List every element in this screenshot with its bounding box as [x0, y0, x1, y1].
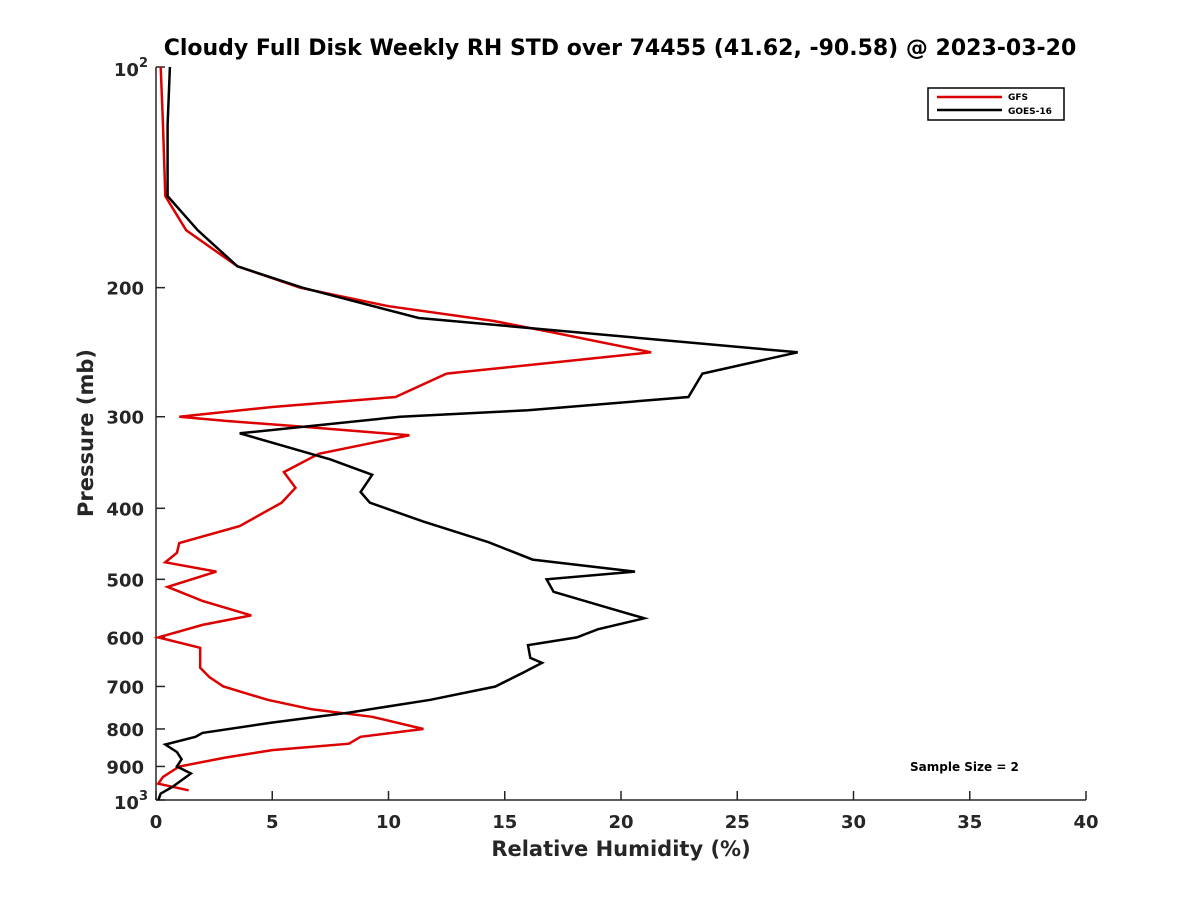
x-tick-label: 20 — [608, 812, 633, 833]
plot-area: 0 5 10 15 20 25 30 35 40 10220030040050060070080… — [106, 56, 1098, 833]
x-tick-label: 40 — [1073, 812, 1098, 833]
sample-size-note: Sample Size = 2 — [910, 760, 1019, 774]
legend-box — [927, 87, 1065, 121]
x-tick-label: 10 — [376, 812, 401, 833]
x-tick-label: 15 — [492, 812, 517, 833]
y-tick-label: 103 — [114, 789, 148, 814]
y-tick-label: 400 — [106, 499, 144, 520]
series-line-gfs — [153, 66, 652, 792]
x-tick-label: 30 — [841, 812, 866, 833]
y-tick-label: 600 — [106, 628, 144, 649]
x-tick-label: 5 — [266, 812, 279, 833]
y-tick-base: 10 — [114, 793, 139, 814]
y-tick-exponent: 3 — [139, 789, 148, 804]
series-layer — [153, 66, 798, 801]
y-tick-label: 200 — [106, 279, 144, 300]
y-tick-base: 10 — [114, 60, 139, 81]
chart-title: Cloudy Full Disk Weekly RH STD over 7445… — [164, 36, 1077, 61]
y-tick-label: 900 — [106, 757, 144, 778]
y-tick-label: 700 — [106, 677, 144, 698]
y-axis-label: Pressure (mb) — [74, 349, 98, 517]
x-tick-label: 0 — [150, 812, 163, 833]
y-tick-label: 300 — [106, 408, 144, 429]
y-tick-label: 102 — [114, 56, 148, 81]
y-tick-label: 500 — [106, 570, 144, 591]
legend: GFS GOES-16 — [927, 87, 1065, 121]
x-axis-label: Relative Humidity (%) — [491, 837, 750, 861]
legend-label-goes16: GOES-16 — [1008, 107, 1052, 117]
y-tick-label: 800 — [106, 720, 144, 741]
x-tick-label: 35 — [957, 812, 982, 833]
series-line-goes-16 — [157, 66, 798, 801]
x-ticks: 0 5 10 15 20 25 30 35 40 — [150, 791, 1099, 833]
legend-label-gfs: GFS — [1008, 93, 1028, 103]
x-tick-label: 25 — [725, 812, 750, 833]
y-tick-exponent: 2 — [139, 56, 148, 71]
